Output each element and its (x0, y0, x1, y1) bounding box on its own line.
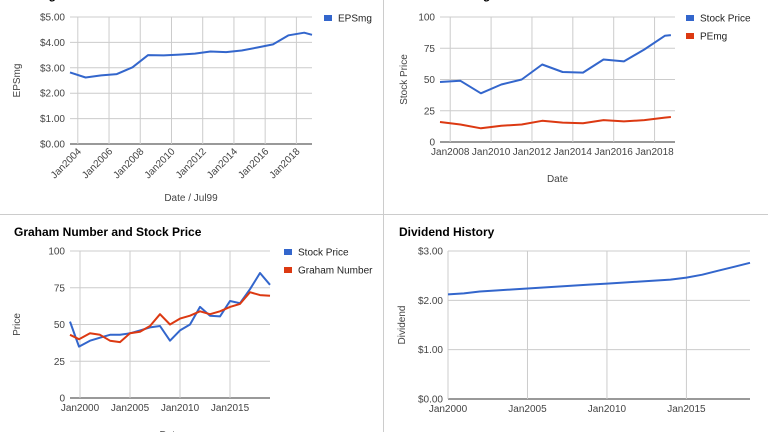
y-tick-label: $4.00 (40, 38, 65, 49)
y-tick-label: 25 (54, 357, 66, 368)
legend-label: Graham Number (298, 266, 373, 277)
price-pe-chart-panel: Price and PEmg0255075100Jan2008Jan2010Ja… (385, 0, 768, 214)
x-tick-label: Jan2012 (174, 146, 209, 181)
y-tick-label: 0 (429, 138, 435, 149)
y-tick-label: 100 (48, 247, 65, 258)
x-axis-label: Date (547, 174, 569, 185)
x-tick-label: Jan2006 (80, 146, 115, 181)
x-tick-label: Jan2010 (588, 404, 627, 415)
y-tick-label: 100 (418, 13, 435, 24)
y-tick-label: $2.00 (40, 89, 65, 100)
x-tick-label: Jan2016 (236, 146, 271, 181)
x-tick-label: Jan2010 (143, 146, 178, 181)
legend-label: Stock Price (298, 248, 349, 259)
series-line-1 (439, 34, 672, 95)
eps-chart: EPSmg $0.00 $1.00 $2.00 $3.00 $4.00 $5.00 Jan20… (12, 0, 372, 204)
chart-title: EPSmg (14, 0, 56, 2)
x-tick-label: Jan2012 (513, 147, 552, 158)
x-axis-label: Date (159, 430, 181, 432)
legend-swatch (686, 15, 694, 21)
x-tick-label: Jan2005 (508, 404, 547, 415)
vertical-divider (383, 0, 384, 432)
y-axis-label: Stock Price (399, 54, 410, 105)
chart-title: Price and PEmg (399, 0, 490, 2)
x-tick-label: Jan2000 (429, 404, 468, 415)
y-tick-label: $2.00 (418, 296, 443, 307)
x-tick-label: Jan2014 (205, 146, 240, 181)
y-tick-label: $3.00 (418, 247, 443, 258)
series-line-1 (69, 31, 313, 79)
horizontal-divider (0, 214, 768, 215)
legend-swatch (324, 15, 332, 21)
chart-title: Dividend History (399, 225, 495, 239)
x-tick-label: Jan2016 (595, 147, 634, 158)
dividend-chart: Dividend History $0.00 $1.00 $2.00 $3.00 Jan2… (397, 225, 751, 432)
y-tick-label: 0 (59, 394, 65, 405)
series-line-2 (439, 116, 671, 130)
x-tick-label: Jan2018 (635, 147, 674, 158)
legend-swatch (686, 33, 694, 39)
legend-label: Stock Price (700, 14, 751, 25)
y-tick-label: $0.00 (418, 395, 443, 406)
y-tick-label: $0.00 (40, 140, 65, 151)
y-tick-label: 75 (424, 44, 436, 55)
legend-swatch (284, 249, 292, 255)
y-tick-label: $1.00 (40, 114, 65, 125)
x-tick-label: Jan2015 (667, 404, 706, 415)
legend-label: PEmg (700, 32, 727, 43)
y-axis-label: Dividend (397, 306, 408, 345)
y-tick-label: $1.00 (418, 345, 443, 356)
eps-chart-panel: EPSmg $0.00 $1.00 $2.00 $3.00 $4.00 $5.00 Jan20… (0, 0, 383, 214)
graham-chart: Graham Number and Stock Price 0 25 50 75 100 J… (12, 225, 373, 432)
x-tick-label: Jan2018 (268, 146, 303, 181)
x-tick-label: Jan2005 (111, 403, 150, 414)
x-tick-label: Jan2010 (472, 147, 511, 158)
series-line-2 (69, 291, 271, 344)
price-pe-chart: Price and PEmg0255075100Jan2008Jan2010Ja… (399, 0, 751, 185)
legend-swatch (284, 267, 292, 273)
x-tick-label: Jan2008 (111, 146, 146, 181)
x-tick-label: Jan2015 (211, 403, 250, 414)
y-tick-label: 50 (54, 320, 66, 331)
x-tick-label: Jan2010 (161, 403, 200, 414)
y-tick-label: 25 (424, 106, 436, 117)
x-tick-label: Jan2008 (431, 147, 470, 158)
y-tick-label: 50 (424, 75, 436, 86)
series-line-1 (447, 261, 751, 296)
dividend-chart-panel: Dividend History $0.00 $1.00 $2.00 $3.00 Jan2… (385, 216, 768, 432)
x-tick-label: Jan2014 (554, 147, 593, 158)
y-tick-label: $3.00 (40, 63, 65, 74)
x-tick-label: Jan2000 (61, 403, 100, 414)
chart-title: Graham Number and Stock Price (14, 225, 202, 239)
legend-label: EPSmg (338, 14, 372, 25)
x-tick-label: Jan2004 (49, 146, 84, 181)
y-axis-label: Price (12, 313, 23, 336)
x-axis-label: Date / Jul99 (164, 193, 218, 204)
graham-chart-panel: Graham Number and Stock Price 0 25 50 75 100 J… (0, 216, 383, 432)
y-tick-label: 75 (54, 283, 66, 294)
y-tick-label: $5.00 (40, 13, 65, 24)
y-axis-label: EPSmg (12, 64, 23, 98)
